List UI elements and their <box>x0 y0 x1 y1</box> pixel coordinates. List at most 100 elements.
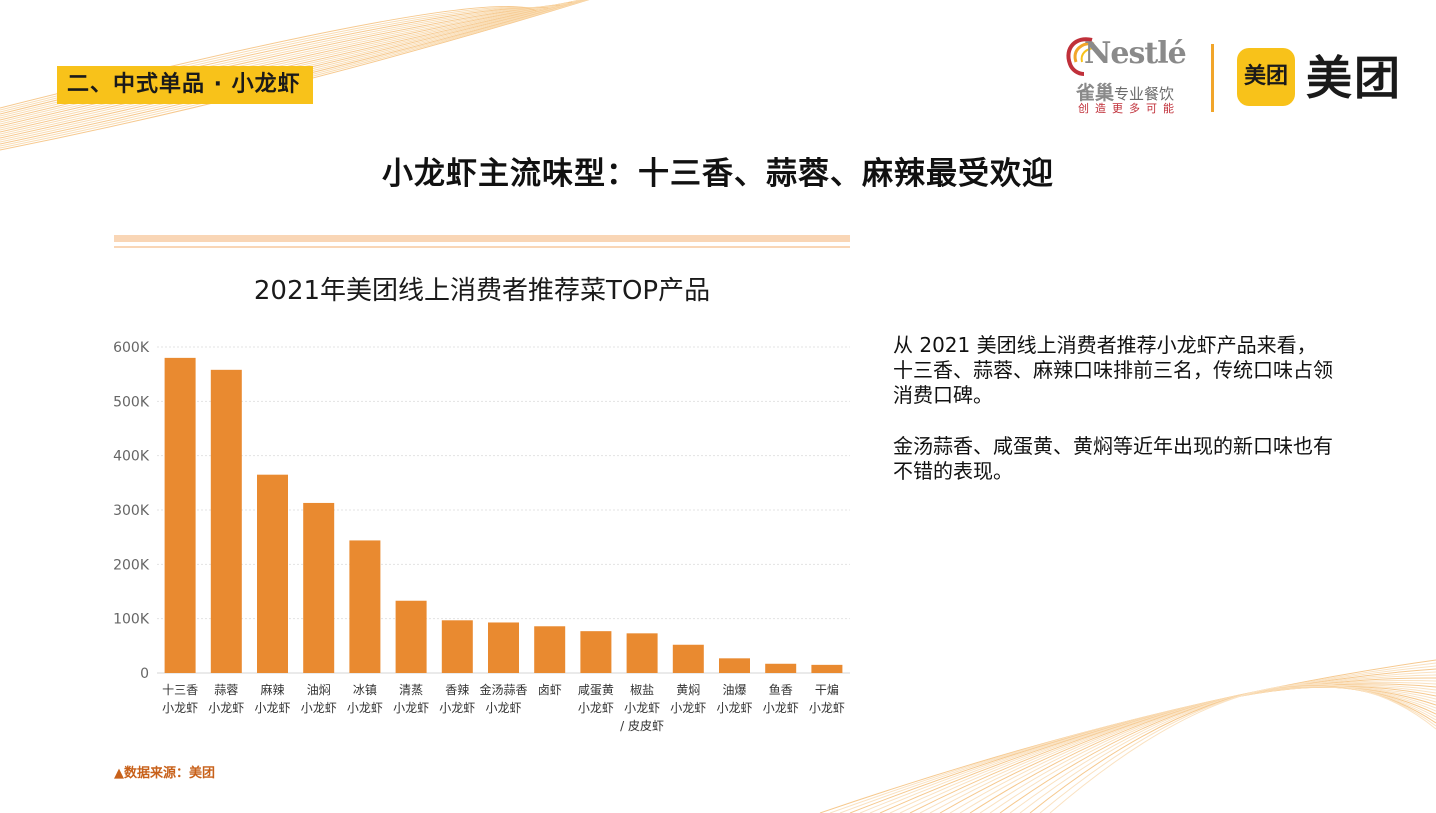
decorative-arc <box>859 671 1436 813</box>
x-category-label: 小龙虾 <box>809 701 845 715</box>
decorative-arc <box>979 686 1436 813</box>
decorative-arc <box>999 686 1436 813</box>
x-category-label: 小龙虾 <box>301 701 337 715</box>
decorative-arc <box>0 0 581 131</box>
nestle-sub-cn: 雀巢 <box>1076 82 1115 104</box>
meituan-badge-logo: 美团 <box>1237 48 1295 106</box>
bar <box>626 633 658 673</box>
y-tick-label: 100K <box>113 612 150 628</box>
x-category-label: 金汤蒜香 <box>479 682 527 697</box>
x-category-label: 油爆 <box>722 683 746 697</box>
nestle-wordmark: Nestlé <box>1084 36 1187 71</box>
bar <box>811 664 843 673</box>
x-category-label: 小龙虾 <box>347 701 383 715</box>
title-rule-thick <box>114 235 850 242</box>
x-category-label: 麻辣 <box>260 682 284 697</box>
description: 从 2021 美团线上消费者推荐小龙虾产品来看，十三香、蒜蓉、麻辣口味排前三名，… <box>893 333 1333 510</box>
decorative-arc <box>0 0 577 129</box>
bar <box>719 658 750 673</box>
y-tick-label: 500K <box>113 394 150 410</box>
decorative-arc <box>1029 684 1436 813</box>
x-category-label: 十三香 <box>162 683 198 697</box>
x-category-label: 小龙虾 <box>670 701 706 715</box>
x-category-label: / 皮皮虾 <box>620 719 664 733</box>
x-category-label: 小龙虾 <box>578 701 614 715</box>
bar <box>672 644 704 673</box>
bar <box>257 474 288 673</box>
bar <box>441 620 473 673</box>
decorative-arc <box>829 662 1436 813</box>
x-category-label: 黄焖 <box>676 682 700 697</box>
bar <box>349 540 381 673</box>
decorative-arc <box>0 1 573 127</box>
decorative-arc <box>0 3 565 123</box>
y-tick-label: 600K <box>113 340 150 356</box>
decorative-arc <box>1039 684 1436 813</box>
x-category-label: 小龙虾 <box>393 701 429 715</box>
description-paragraph-2: 金汤蒜香、咸蛋黄、黄焖等近年出现的新口味也有不错的表现。 <box>893 434 1333 483</box>
x-category-label: 干煸 <box>815 682 839 697</box>
decorative-arc <box>869 674 1436 813</box>
decorative-arc <box>909 683 1436 813</box>
x-category-label: 椒盐 <box>630 683 654 697</box>
bar <box>210 369 242 673</box>
section-tag: 二、中式单品 · 小龙虾 <box>57 66 313 104</box>
data-source-note: ▲数据来源：美团 <box>114 766 215 781</box>
decorative-arc <box>929 685 1436 813</box>
meituan-wordmark: 美团 <box>1306 51 1402 105</box>
bar <box>534 626 566 673</box>
decorative-arc <box>969 686 1436 813</box>
x-category-label: 清蒸 <box>399 683 423 697</box>
y-tick-label: 300K <box>113 503 150 519</box>
bar <box>765 663 797 673</box>
x-category-label: 油焖 <box>307 682 331 697</box>
x-category-label: 小龙虾 <box>254 701 290 715</box>
nestle-slogan: 创造更多可能 <box>1078 102 1180 115</box>
x-category-label: 香辣 <box>445 683 469 697</box>
y-tick-label: 0 <box>140 666 149 682</box>
decorative-arc <box>879 677 1436 813</box>
x-category-label: 小龙虾 <box>763 701 799 715</box>
x-category-label: 咸蛋黄 <box>578 683 614 697</box>
x-category-label: 蒜蓉 <box>214 683 238 697</box>
description-paragraph-1: 从 2021 美团线上消费者推荐小龙虾产品来看，十三香、蒜蓉、麻辣口味排前三名，… <box>893 333 1333 407</box>
x-category-label: 小龙虾 <box>439 701 475 715</box>
bar <box>164 357 196 673</box>
decorative-arc <box>889 680 1436 813</box>
decorative-arc <box>0 2 569 125</box>
x-category-label: 卤虾 <box>538 683 562 697</box>
x-category-label: 冰镇 <box>353 683 377 697</box>
y-tick-label: 200K <box>113 557 150 573</box>
x-category-label: 小龙虾 <box>485 701 521 715</box>
decorative-arc <box>839 665 1436 813</box>
decorative-arc <box>919 684 1436 813</box>
nestle-logo: Nestlé 雀巢专业餐饮 创造更多可能 <box>1062 34 1192 118</box>
decorative-arc <box>1019 685 1436 813</box>
x-category-label: 小龙虾 <box>162 701 198 715</box>
x-category-label: 鱼香 <box>769 683 793 697</box>
chart-title: 2021年美团线上消费者推荐菜TOP产品 <box>253 276 711 306</box>
decorative-arc <box>949 686 1436 813</box>
brand-divider <box>1211 44 1214 112</box>
x-category-label: 小龙虾 <box>208 701 244 715</box>
nestle-sub-tail: 专业餐饮 <box>1114 85 1175 103</box>
title-rule-thin <box>114 246 850 248</box>
x-category-label: 小龙虾 <box>624 701 660 715</box>
decorative-arc <box>959 686 1436 813</box>
bar <box>303 502 335 673</box>
decorative-arc <box>939 686 1436 813</box>
y-tick-label: 400K <box>113 449 150 465</box>
nestle-swirl-icon <box>1066 37 1097 76</box>
decorative-arc <box>989 686 1436 813</box>
nestle-subtitle: 雀巢专业餐饮 <box>1076 78 1174 105</box>
decorative-arc <box>849 668 1436 813</box>
x-category-label: 小龙虾 <box>716 701 752 715</box>
decorative-arc <box>899 681 1436 813</box>
bar <box>395 600 427 673</box>
decorative-arc <box>1049 683 1436 813</box>
bar <box>580 631 612 673</box>
bar <box>488 622 519 673</box>
decorative-arc <box>819 659 1436 813</box>
decorative-arc <box>1009 685 1436 813</box>
